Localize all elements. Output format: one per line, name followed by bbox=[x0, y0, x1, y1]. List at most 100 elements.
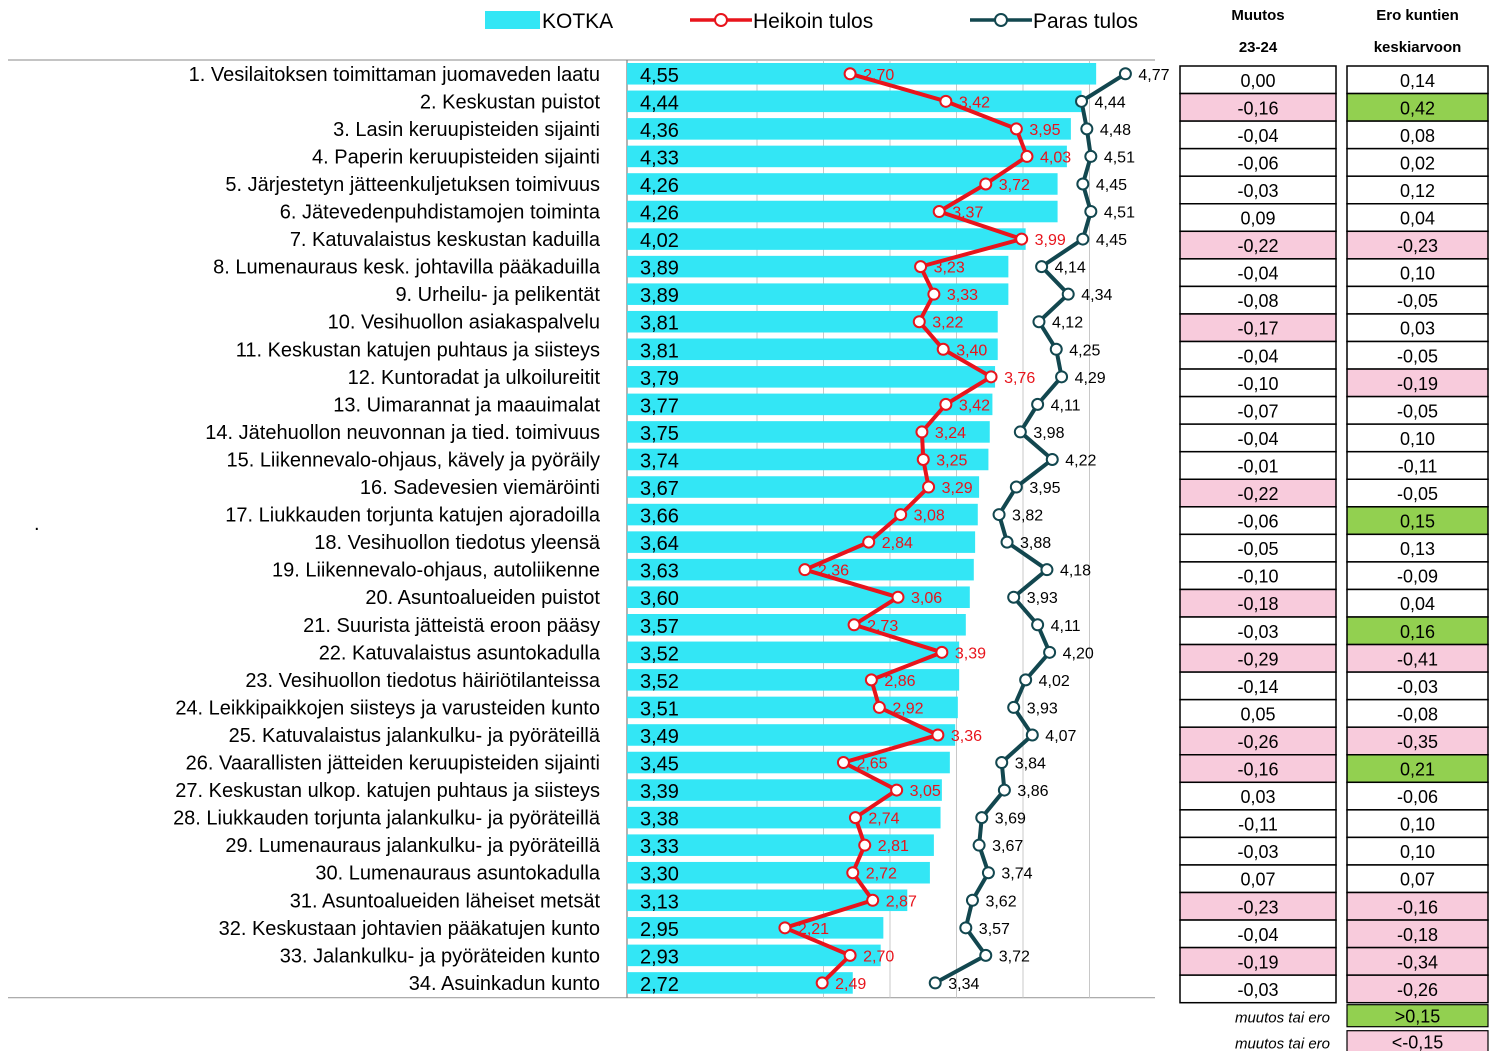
worst-value-label: 2,65 bbox=[856, 756, 887, 773]
table-col2-value: 0,04 bbox=[1400, 594, 1435, 614]
table-col1-value: -0,05 bbox=[1237, 539, 1278, 559]
kotka-bar bbox=[627, 944, 881, 967]
table-col1-value: -0,01 bbox=[1237, 456, 1278, 476]
category-label: 9. Urheilu- ja pelikentät bbox=[395, 284, 600, 306]
best-point bbox=[975, 811, 989, 825]
table-col1-cell bbox=[1179, 561, 1337, 591]
best-point bbox=[1084, 205, 1098, 219]
table-col1-value: -0,04 bbox=[1237, 346, 1278, 366]
category-label: 10. Vesihuollon asiakaspalvelu bbox=[328, 312, 600, 334]
table-col2-cell bbox=[1346, 478, 1489, 508]
table-col2-value: -0,19 bbox=[1397, 374, 1438, 394]
category-label: 14. Jätehuollon neuvonnan ja tied. toimi… bbox=[205, 422, 600, 444]
category-label: 5. Järjestetyn jätteenkuljetuksen toimiv… bbox=[225, 174, 600, 196]
kotka-value-label: 3,66 bbox=[640, 506, 679, 528]
kotka-bar bbox=[627, 90, 1082, 113]
best-value-label: 4,51 bbox=[1104, 205, 1135, 222]
kotka-value-label: 3,67 bbox=[640, 478, 679, 500]
kotka-bar bbox=[627, 173, 1058, 195]
table-col2-value: 0,10 bbox=[1400, 842, 1435, 862]
table-col1-cell bbox=[1179, 836, 1337, 866]
worst-point bbox=[872, 700, 886, 714]
table-col1-value: -0,03 bbox=[1237, 842, 1278, 862]
worst-point bbox=[927, 287, 941, 301]
table-col1-value: -0,16 bbox=[1237, 760, 1278, 780]
category-label: 28. Liukkauden torjunta jalankulku- ja p… bbox=[173, 808, 601, 830]
table-col2-cell bbox=[1346, 643, 1489, 673]
best-value-label: 3,82 bbox=[1012, 508, 1043, 525]
category-label: 18. Vesihuollon tiedotus yleensä bbox=[314, 532, 601, 554]
best-value-label: 3,86 bbox=[1017, 783, 1048, 800]
kotka-bar bbox=[627, 889, 908, 912]
table-col1-value: -0,23 bbox=[1237, 897, 1278, 917]
table-col1-value: 0,09 bbox=[1240, 209, 1275, 229]
kotka-bar bbox=[627, 118, 1071, 140]
best-point bbox=[1061, 287, 1075, 301]
table-col1-cell bbox=[1179, 643, 1337, 673]
worst-value-label: 2,73 bbox=[867, 618, 898, 635]
kotka-value-label: 3,13 bbox=[640, 891, 679, 913]
worst-point bbox=[836, 756, 850, 770]
table-col1-value: -0,03 bbox=[1237, 980, 1278, 1000]
best-point bbox=[1080, 122, 1094, 136]
table-col2-value: -0,41 bbox=[1397, 649, 1438, 669]
category-label: 8. Lumenauraus kesk. johtavilla pääkadui… bbox=[213, 257, 601, 279]
worst-point bbox=[931, 728, 945, 742]
table-col1-cell bbox=[1179, 368, 1337, 398]
table-col2-cell bbox=[1346, 258, 1489, 288]
worst-value-label: 3,25 bbox=[936, 452, 967, 469]
worst-point bbox=[858, 838, 872, 852]
category-label: 31. Asuntoalueiden läheiset metsät bbox=[290, 890, 601, 912]
best-point bbox=[995, 756, 1009, 770]
kotka-value-label: 3,89 bbox=[640, 258, 679, 280]
table-col2-value: 0,03 bbox=[1400, 319, 1435, 339]
worst-value-label: 4,03 bbox=[1040, 149, 1071, 166]
best-value-label: 4,12 bbox=[1052, 315, 1083, 332]
table-col1-value: 0,05 bbox=[1240, 704, 1275, 724]
worst-point bbox=[914, 260, 928, 274]
kotka-bar bbox=[627, 669, 960, 691]
category-label: 19. Liikennevalo-ohjaus, autoliikenne bbox=[272, 560, 600, 582]
table-col1-value: 0,00 bbox=[1240, 71, 1275, 91]
category-label: 16. Sadevesien viemäröinti bbox=[360, 477, 600, 499]
table-col1-value: -0,06 bbox=[1237, 153, 1278, 173]
kotka-bar bbox=[627, 724, 956, 746]
table-col1-value: -0,11 bbox=[1238, 815, 1278, 835]
table-col2-value: 0,04 bbox=[1400, 209, 1435, 229]
best-point bbox=[979, 948, 993, 962]
best-point bbox=[1025, 728, 1039, 742]
kotka-bar bbox=[627, 63, 1097, 85]
best-value-label: 4,44 bbox=[1095, 94, 1126, 111]
category-label: 21. Suurista jätteistä eroon pääsy bbox=[303, 615, 600, 637]
worst-value-label: 3,06 bbox=[911, 590, 942, 607]
best-point bbox=[1076, 232, 1090, 246]
category-label: 23. Vesihuollon tiedotus häiriötilanteis… bbox=[245, 670, 601, 692]
kotka-bar bbox=[627, 366, 996, 388]
table-col2-value: 0,16 bbox=[1400, 622, 1435, 642]
best-value-label: 3,62 bbox=[985, 893, 1016, 910]
worst-value-label: 3,72 bbox=[999, 177, 1030, 194]
worst-point bbox=[815, 976, 829, 990]
best-point bbox=[1055, 370, 1069, 384]
table-col2-cell bbox=[1346, 836, 1489, 866]
kotka-value-label: 3,52 bbox=[640, 643, 679, 665]
worst-point bbox=[864, 673, 878, 687]
best-point bbox=[1084, 149, 1098, 163]
kotka-bar bbox=[627, 641, 960, 664]
best-point bbox=[1035, 260, 1049, 274]
category-label: 27. Keskustan ulkop. katujen puhtaus ja … bbox=[175, 780, 600, 802]
kotka-value-label: 2,95 bbox=[640, 919, 679, 941]
worst-value-label: 2,70 bbox=[863, 67, 894, 84]
worst-point bbox=[894, 508, 908, 522]
worst-value-label: 2,81 bbox=[878, 838, 909, 855]
table-col1-cell bbox=[1179, 588, 1337, 618]
kotka-value-label: 3,81 bbox=[640, 313, 679, 335]
worst-point bbox=[843, 67, 857, 81]
worst-point bbox=[936, 342, 950, 356]
best-line bbox=[934, 72, 1127, 985]
worst-point bbox=[1020, 149, 1034, 163]
worst-value-label: 3,23 bbox=[934, 260, 965, 277]
best-point bbox=[1031, 618, 1045, 632]
best-point bbox=[928, 976, 942, 990]
